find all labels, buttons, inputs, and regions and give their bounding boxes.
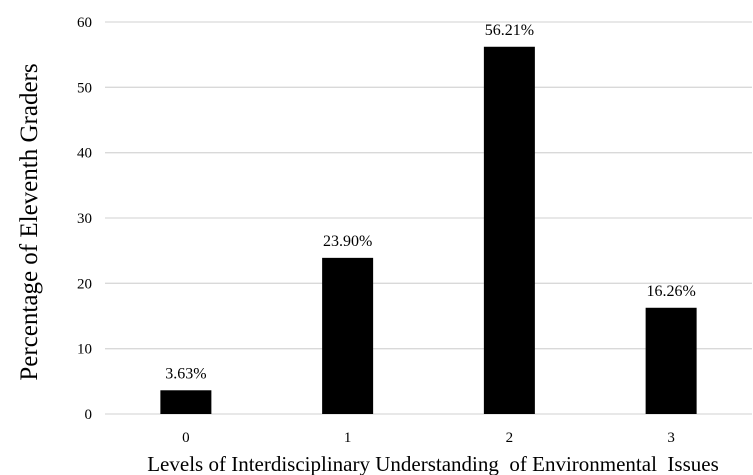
x-tick-label: 0	[182, 430, 190, 446]
y-tick-label: 20	[77, 276, 92, 292]
y-tick-label: 60	[77, 15, 92, 31]
y-tick-label: 50	[77, 80, 92, 96]
data-labels: 3.63% 23.90% 56.21% 16.26%	[165, 22, 696, 383]
x-tick-label: 3	[667, 430, 675, 446]
y-tick-label: 10	[77, 342, 92, 358]
y-axis-title: Percentage of Eleventh Graders	[16, 63, 43, 380]
bar	[322, 257, 374, 414]
data-label: 16.26%	[646, 283, 695, 300]
y-tick-label: 0	[85, 407, 93, 423]
y-axis-ticks: 0 10 20 30 40 50 60	[77, 15, 92, 423]
bar	[483, 46, 535, 415]
gridlines	[105, 21, 752, 415]
data-label: 56.21%	[485, 22, 534, 39]
bar	[160, 390, 212, 414]
x-tick-label: 1	[344, 430, 352, 446]
y-tick-label: 30	[77, 211, 92, 227]
x-axis-ticks: 0 1 2 3	[182, 430, 675, 446]
data-label: 3.63%	[165, 365, 206, 382]
x-axis-title: Levels of Interdisciplinary Understandin…	[147, 452, 719, 475]
y-tick-label: 40	[77, 146, 92, 162]
bar	[645, 307, 697, 414]
bars	[160, 46, 697, 415]
x-tick-label: 2	[506, 430, 514, 446]
data-label: 23.90%	[323, 233, 372, 250]
